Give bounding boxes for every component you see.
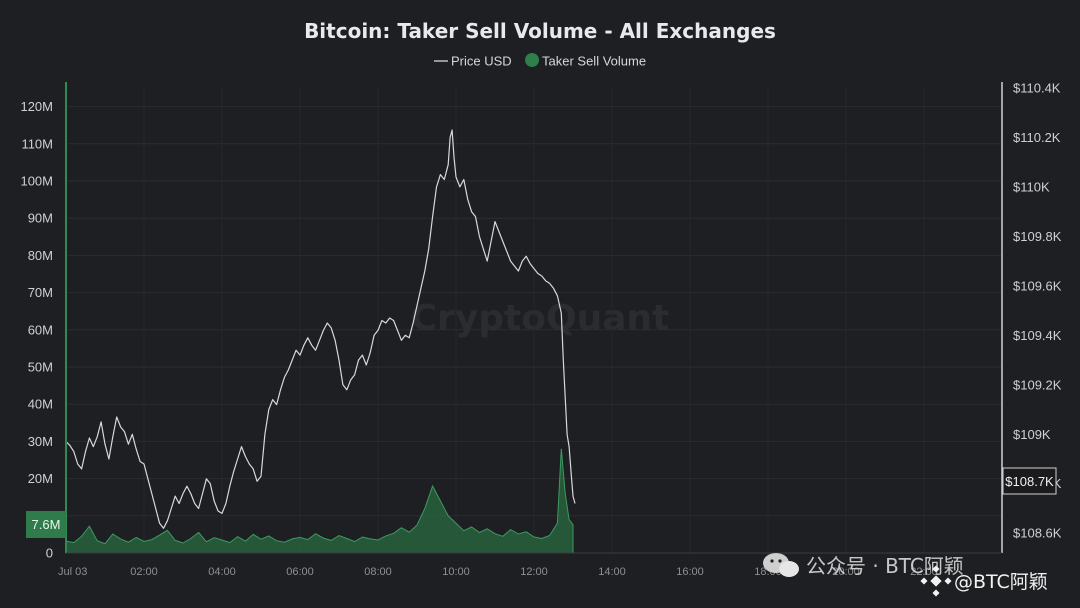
author-handle: @BTC阿颖 <box>954 571 1048 593</box>
y-right-tick-label: $110.4K <box>1013 81 1061 96</box>
x-tick-label: 08:00 <box>364 566 392 578</box>
x-tick-label: 04:00 <box>208 566 236 578</box>
wechat-icon <box>763 553 799 577</box>
current-volume-badge: 7.6M <box>26 511 66 538</box>
x-tick-label: 12:00 <box>520 566 548 578</box>
wechat-account-text: 公众号 · BTC阿颖 <box>806 554 964 578</box>
x-tick-label: Jul 03 <box>58 566 87 578</box>
legend-price-label: Price USD <box>451 54 512 69</box>
y-right-tick-label: $110K <box>1013 179 1050 194</box>
y-left-tick-label: 30M <box>28 434 53 449</box>
x-tick-label: 14:00 <box>598 566 626 578</box>
y-right-tick-label: $110.2K <box>1013 130 1061 145</box>
y-left-tick-label: 0 <box>46 546 53 561</box>
y-left-tick-label: 90M <box>28 211 53 226</box>
y-left-tick-label: 120M <box>20 99 53 114</box>
y-left-tick-label: 110M <box>21 136 53 151</box>
ticks: 010M20M30M40M50M60M70M80M90M100M110M120M… <box>20 81 1061 579</box>
watermark: CryptoQuant <box>411 298 670 339</box>
current-price-badge-bg <box>1002 467 1057 495</box>
x-tick-label: 10:00 <box>442 566 470 578</box>
y-right-tick-label: $109.2K <box>1013 377 1062 392</box>
y-left-tick-label: 60M <box>28 322 53 337</box>
footer-overlay: 公众号 · BTC阿颖 @BTC阿颖 <box>763 553 1048 597</box>
current-price-badge: $108.7K <box>1002 467 1057 495</box>
axes <box>65 82 1003 554</box>
current-volume-badge-bg <box>26 511 66 538</box>
y-right-tick-label: $109.4K <box>1013 328 1062 343</box>
y-left-tick-label: 100M <box>20 174 53 189</box>
legend-volume-label: Taker Sell Volume <box>542 54 646 69</box>
x-tick-label: 02:00 <box>130 566 158 578</box>
grid <box>65 88 1002 554</box>
y-right-tick-label: $109.6K <box>1013 278 1062 293</box>
y-right-tick-label: $109.8K <box>1013 229 1062 244</box>
price-line <box>65 129 576 529</box>
y-left-tick-label: 70M <box>28 285 53 300</box>
price-series <box>65 129 576 529</box>
x-tick-label: 20:00 <box>832 566 860 578</box>
x-tick-label: 22:00 <box>910 566 938 578</box>
current-price-badge-text: $108.7K <box>1005 474 1054 489</box>
legend[interactable]: Price USD Taker Sell Volume <box>434 53 646 69</box>
y-left-tick-label: 20M <box>28 471 53 486</box>
y-right-tick-label: $108.6K <box>1013 526 1062 541</box>
y-left-tick-label: 50M <box>28 360 53 375</box>
legend-volume-swatch <box>525 53 539 67</box>
current-volume-badge-text: 7.6M <box>32 517 61 532</box>
volume-series <box>65 448 574 554</box>
y-left-tick-label: 80M <box>28 248 53 263</box>
y-left-tick-label: 40M <box>28 397 53 412</box>
x-tick-label: 06:00 <box>286 566 314 578</box>
x-tick-label: 16:00 <box>676 566 704 578</box>
volume-area <box>65 448 574 554</box>
chart-title: Bitcoin: Taker Sell Volume - All Exchang… <box>304 19 776 43</box>
y-right-tick-label: $109K <box>1013 427 1051 442</box>
